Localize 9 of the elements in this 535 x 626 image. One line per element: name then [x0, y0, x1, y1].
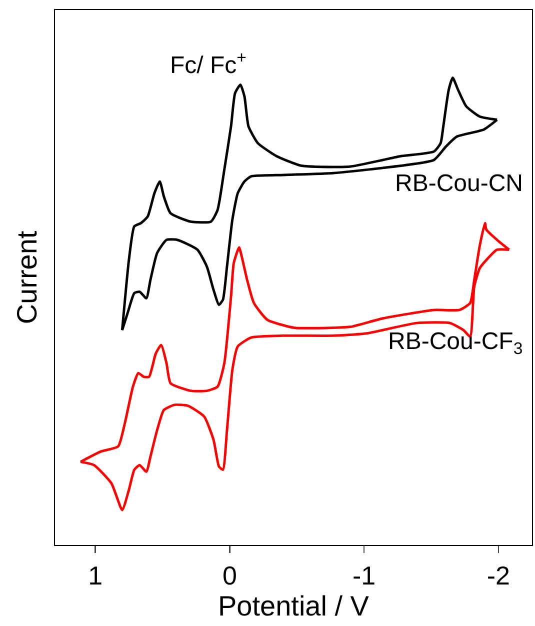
x-tick-label: -1 — [352, 560, 376, 590]
x-tick-label: -2 — [486, 560, 510, 590]
x-tick-label: 0 — [222, 560, 237, 590]
y-axis-title: Current — [12, 230, 43, 324]
x-axis-title: Potential / V — [218, 590, 370, 622]
x-tick-label: 1 — [88, 560, 103, 590]
annotation: Fc/ Fc$^{+}$ — [170, 48, 246, 80]
series-label: RB-Cou-CN — [395, 170, 524, 197]
series-label: RB-Cou-CF$_{3}$ — [388, 328, 523, 358]
